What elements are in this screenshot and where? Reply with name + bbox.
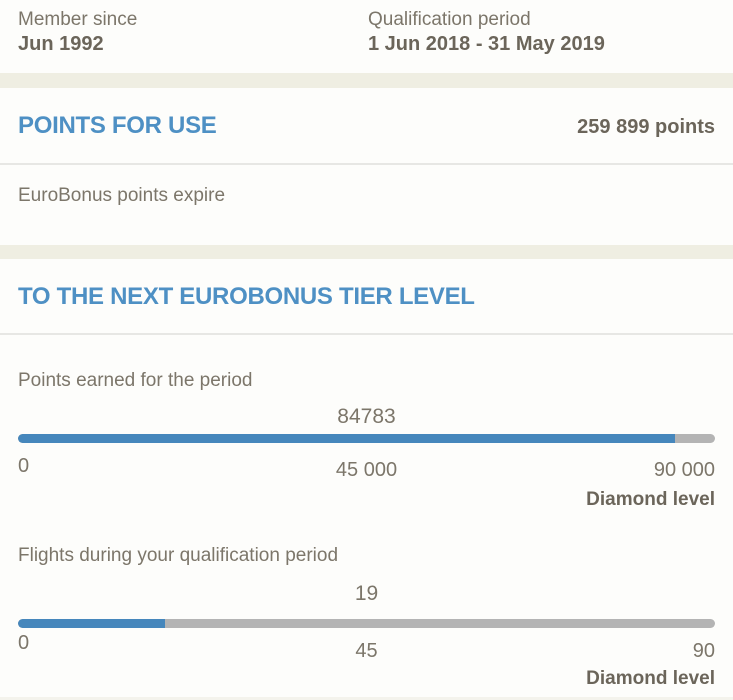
tick-min: 0: [18, 632, 30, 654]
tick-max: 90: [692, 640, 715, 662]
qualification-period-block: Qualification period 1 Jun 2018 - 31 May…: [368, 8, 715, 56]
points-earned-tick-row: 0 45 000 90 000: [18, 454, 715, 486]
section-separator-band: [0, 73, 733, 88]
qualification-period-label: Qualification period: [368, 9, 531, 30]
tick-max: 90 000: [653, 459, 715, 481]
points-earned-label: Points earned for the period: [18, 370, 253, 391]
member-since-label: Member since: [18, 9, 138, 30]
tier-level-title: TO THE NEXT EUROBONUS TIER LEVEL: [18, 283, 475, 310]
tick-mid: 45 000: [335, 459, 398, 481]
bottom-section-edge: [0, 697, 733, 700]
points-total-value: 259 899 points: [577, 116, 715, 138]
member-info-row: Member since Jun 1992 Qualification peri…: [0, 0, 733, 56]
tick-mid: 45: [355, 640, 378, 662]
points-earned-progress-fill: [18, 434, 675, 443]
flights-current-value: 19: [354, 582, 379, 605]
qualification-period-value: 1 Jun 2018 - 31 May 2019: [368, 33, 605, 55]
member-since-value: Jun 1992: [18, 33, 104, 55]
flights-progress-bar: [18, 619, 715, 628]
points-earned-progress-bar: [18, 434, 715, 443]
points-for-use-header: POINTS FOR USE 259 899 points: [0, 112, 733, 140]
flights-label: Flights during your qualification period: [18, 545, 339, 566]
points-for-use-title: POINTS FOR USE: [18, 112, 217, 139]
flights-target-label: Diamond level: [586, 668, 715, 689]
points-earned-current-value: 84783: [337, 405, 396, 428]
flights-progress-fill: [18, 619, 166, 628]
tick-min: 0: [18, 455, 30, 477]
section-separator-band: [0, 245, 733, 259]
flights-tick-row: 0 45 90: [18, 631, 715, 663]
points-earned-target-label: Diamond level: [586, 489, 715, 510]
member-since-block: Member since Jun 1992: [18, 8, 368, 56]
points-earned-progress-block: Points earned for the period 84783 0 45 …: [0, 369, 733, 512]
divider: [0, 333, 733, 335]
divider: [0, 163, 733, 165]
points-expire-text: EuroBonus points expire: [18, 185, 226, 206]
flights-progress-block: Flights during your qualification period…: [0, 544, 733, 691]
